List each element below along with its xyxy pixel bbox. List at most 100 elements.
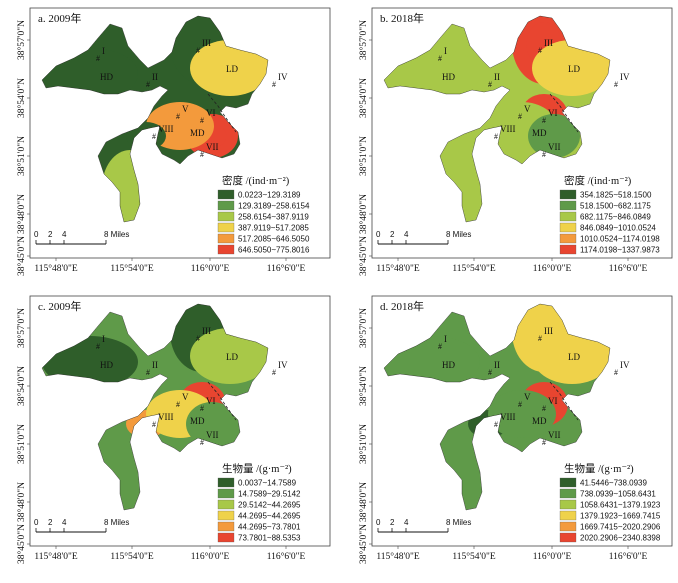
panel-title: a. 2009年 xyxy=(38,11,81,25)
x-tick-label-1: 115°54'0"E xyxy=(452,263,496,274)
lake-outline xyxy=(41,303,269,511)
lake-fill xyxy=(42,16,268,222)
y-tick-label-2: 38°51'0"N xyxy=(16,136,27,176)
site-VII: VII xyxy=(548,142,561,152)
site-marker-V: # xyxy=(518,400,522,409)
legend-entry-0: 354.1825~518.1500 xyxy=(580,191,652,200)
site-VII: VII xyxy=(206,142,219,152)
y-tick-label-0: 38°57'0"N xyxy=(358,20,369,60)
site-marker-IV: # xyxy=(272,368,276,377)
legend-entry-4: 1669.7415~2020.2906 xyxy=(580,523,661,532)
y-tick-label-3: 38°48'0"N xyxy=(358,194,369,234)
site-marker-II: # xyxy=(488,368,492,377)
legend: 生物量 /(g·m⁻²) 0.0037~14.7589 14.7589~29.514… xyxy=(217,462,301,543)
zone-LD xyxy=(190,40,268,96)
legend-entry-5: 73.7801~88.5353 xyxy=(238,534,301,543)
legend-swatch-0 xyxy=(559,477,577,488)
site-VIII: VIII xyxy=(158,412,174,422)
scale-label-0: 0 xyxy=(34,230,39,239)
site-MD: MD xyxy=(190,416,205,426)
site-HD: HD xyxy=(442,360,455,370)
dike-line xyxy=(207,381,237,421)
legend-swatch-4 xyxy=(559,521,577,532)
y-tick-label-4: 38°45'0"N xyxy=(16,524,27,564)
legend-title: 生物量 /(g·m⁻²) xyxy=(222,462,292,475)
legend-entry-2: 1058.6431~1379.1923 xyxy=(580,501,661,510)
scale-label-2: 4 xyxy=(62,230,67,239)
site-V: V xyxy=(182,392,189,402)
site-marker-VI: # xyxy=(542,116,546,125)
site-IV: IV xyxy=(620,72,630,82)
legend-swatch-2 xyxy=(559,499,577,510)
site-marker-VIII: # xyxy=(152,132,156,141)
legend-swatch-4 xyxy=(217,521,235,532)
scale-label-3: 8 Miles xyxy=(104,518,129,527)
y-tick-label-1: 38°54'0"N xyxy=(358,366,369,406)
site-LD: LD xyxy=(568,352,580,362)
site-marker-IV: # xyxy=(614,80,618,89)
y-tick-label-1: 38°54'0"N xyxy=(16,78,27,118)
site-marker-IV: # xyxy=(272,80,276,89)
legend-swatch-1 xyxy=(217,200,235,211)
y-tick-label-0: 38°57'0"N xyxy=(16,20,27,60)
site-marker-VI: # xyxy=(542,404,546,413)
scale-label-0: 0 xyxy=(34,518,39,527)
y-tick-label-3: 38°48'0"N xyxy=(16,482,27,522)
y-tick-label-1: 38°54'0"N xyxy=(16,366,27,406)
legend-swatch-5 xyxy=(559,244,577,255)
y-tick-label-0: 38°57'0"N xyxy=(16,308,27,348)
x-tick-label-3: 116°6'0"E xyxy=(267,551,306,562)
site-III: III xyxy=(202,326,211,336)
site-marker-V: # xyxy=(518,112,522,121)
legend-swatch-3 xyxy=(217,510,235,521)
legend-entry-4: 517.2085~646.5050 xyxy=(238,235,310,244)
site-V: V xyxy=(524,104,531,114)
x-tick-label-0: 115°48'0"E xyxy=(376,263,420,274)
site-marker-VIII: # xyxy=(152,420,156,429)
legend-entry-4: 44.2695~73.7801 xyxy=(238,523,301,532)
site-LD: LD xyxy=(226,352,238,362)
site-marker-IV: # xyxy=(614,368,618,377)
y-tick-label-1: 38°54'0"N xyxy=(358,78,369,118)
legend-entry-5: 2020.2906~2340.8398 xyxy=(580,534,661,543)
y-tick-label-3: 38°48'0"N xyxy=(16,194,27,234)
site-marker-II: # xyxy=(146,80,150,89)
lake-outline xyxy=(383,303,611,511)
y-tick-label-2: 38°51'0"N xyxy=(358,424,369,464)
site-marker-I: # xyxy=(438,342,442,351)
legend-title: 密度 /(ind·m⁻²) xyxy=(564,174,632,187)
scale-label-1: 2 xyxy=(390,230,395,239)
legend: 生物量 /(g·m⁻²) 41.5446~738.0939 738.0939~105… xyxy=(559,462,661,543)
panel-title: d. 2018年 xyxy=(380,299,424,313)
site-IV: IV xyxy=(620,360,630,370)
x-tick-label-1: 115°54'0"E xyxy=(452,551,496,562)
site-marker-VII: # xyxy=(200,438,204,447)
legend-entry-1: 129.3189~258.6154 xyxy=(238,202,310,211)
site-marker-V: # xyxy=(176,400,180,409)
site-marker-V: # xyxy=(176,112,180,121)
y-tick-label-0: 38°57'0"N xyxy=(358,308,369,348)
site-marker-III: # xyxy=(196,334,200,343)
legend-swatch-0 xyxy=(217,189,235,200)
panel-title: c. 2009年 xyxy=(38,299,81,313)
y-tick-label-4: 38°45'0"N xyxy=(358,524,369,564)
legend-entry-3: 387.9119~517.2085 xyxy=(238,224,309,233)
site-marker-VII: # xyxy=(200,150,204,159)
site-IV: IV xyxy=(278,72,288,82)
site-marker-I: # xyxy=(96,342,100,351)
legend-swatch-3 xyxy=(559,222,577,233)
lake-outline xyxy=(383,15,611,223)
legend: 密度 /(ind·m⁻²) 354.1825~518.1500 518.1500~6… xyxy=(559,174,660,255)
legend-entry-1: 518.1500~682.1175 xyxy=(580,202,651,211)
site-II: II xyxy=(152,360,158,370)
scale-label-1: 2 xyxy=(390,518,395,527)
x-tick-label-1: 115°54'0"E xyxy=(110,263,154,274)
site-VI: VI xyxy=(548,108,558,118)
legend-swatch-1 xyxy=(559,200,577,211)
y-tick-label-3: 38°48'0"N xyxy=(358,482,369,522)
site-III: III xyxy=(544,38,553,48)
zone-LD xyxy=(190,328,268,384)
site-marker-VI: # xyxy=(200,116,204,125)
